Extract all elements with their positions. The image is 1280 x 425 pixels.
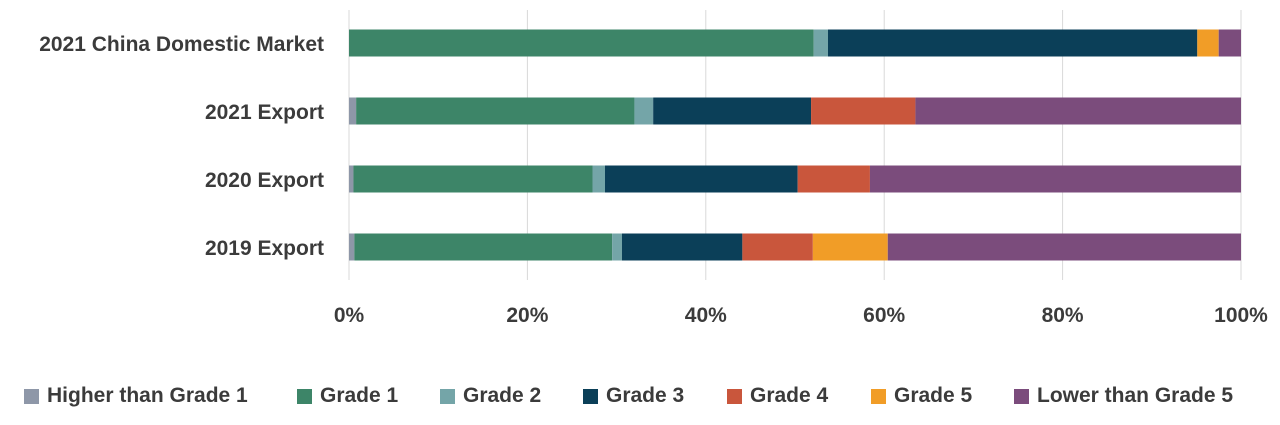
- bar-segment: [811, 97, 916, 125]
- bar-segment: [354, 233, 613, 261]
- legend: Higher than Grade 1 Grade 1 Grade 2 Grade 3…: [0, 384, 1280, 414]
- bar-segment: [742, 233, 813, 261]
- legend-label: Grade 4: [750, 384, 829, 407]
- legend-label: Grade 5: [894, 384, 973, 407]
- x-tick-label: 0%: [334, 304, 365, 327]
- legend-swatch: [727, 388, 742, 404]
- bar-segment: [813, 29, 829, 57]
- bar-segment: [605, 165, 798, 193]
- legend-label: Grade 1: [320, 384, 399, 407]
- bar-segment: [356, 97, 635, 125]
- category-labels: 2021 China Domestic Market 2021 Export 202…: [39, 33, 324, 260]
- legend-item: Grade 5: [871, 384, 972, 408]
- legend-item: Grade 2: [440, 384, 541, 408]
- bars: [349, 29, 1241, 261]
- bar-segment: [653, 97, 812, 125]
- legend-swatch: [1014, 388, 1029, 404]
- stacked-bar-chart: 2021 China Domestic Market 2021 Export 202…: [39, 10, 1268, 327]
- bar-segment: [634, 97, 654, 125]
- bar-segment: [349, 233, 355, 261]
- legend-swatch: [440, 388, 455, 404]
- legend-item: Higher than Grade 1: [24, 384, 248, 408]
- bar-segment: [353, 165, 593, 193]
- legend-swatch: [24, 388, 39, 404]
- legend-label: Higher than Grade 1: [47, 384, 248, 407]
- bar-segment: [1218, 29, 1241, 57]
- bar-segment: [828, 29, 1198, 57]
- legend-swatch: [583, 388, 598, 404]
- x-tick-label: 40%: [685, 304, 727, 327]
- legend-item: Grade 3: [583, 384, 684, 408]
- category-label: 2019 Export: [205, 237, 324, 260]
- legend-label: Grade 2: [463, 384, 542, 407]
- bar-segment: [1197, 29, 1219, 57]
- legend-item: Lower than Grade 5: [1014, 384, 1233, 408]
- bar-segment: [349, 97, 357, 125]
- x-tick-label: 80%: [1042, 304, 1084, 327]
- legend-label: Lower than Grade 5: [1037, 384, 1234, 407]
- bar-segment: [812, 233, 888, 261]
- category-label: 2021 China Domestic Market: [39, 33, 324, 56]
- bar-segment: [349, 165, 354, 193]
- bar-segment: [797, 165, 870, 193]
- x-tick-label: 100%: [1214, 304, 1268, 327]
- legend-swatch: [871, 388, 886, 404]
- x-tick-label: 20%: [506, 304, 548, 327]
- x-tick-labels: 0% 20% 40% 60% 80% 100%: [334, 304, 1268, 327]
- bar-segment: [887, 233, 1241, 261]
- bar-segment: [612, 233, 622, 261]
- legend-item: Grade 1: [297, 384, 398, 408]
- category-label: 2021 Export: [205, 101, 324, 124]
- x-tick-label: 60%: [863, 304, 905, 327]
- bar-segment: [349, 29, 814, 57]
- bar-segment: [621, 233, 743, 261]
- bar-segment: [869, 165, 1241, 193]
- legend-swatch: [297, 388, 312, 404]
- legend-item: Grade 4: [727, 384, 828, 408]
- bar-segment: [915, 97, 1241, 125]
- bar-segment: [592, 165, 606, 193]
- category-label: 2020 Export: [205, 169, 324, 192]
- legend-label: Grade 3: [606, 384, 685, 407]
